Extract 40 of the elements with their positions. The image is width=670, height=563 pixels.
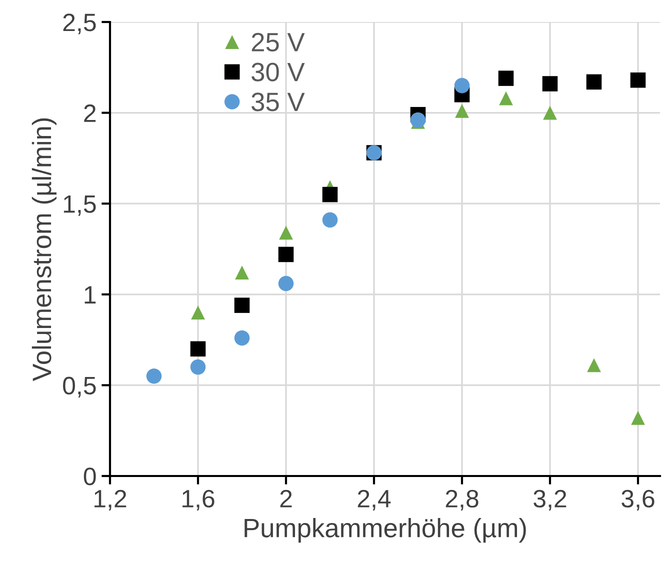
- legend-label: 35 V: [252, 92, 305, 112]
- point: [278, 246, 294, 262]
- point: [190, 359, 206, 375]
- point: [455, 104, 469, 118]
- point: [190, 341, 206, 357]
- point: [235, 266, 249, 280]
- point: [498, 70, 514, 86]
- point: [234, 298, 250, 313]
- y-tick-label: 0: [84, 468, 96, 486]
- point: [454, 78, 470, 94]
- x-tick-label: 2: [280, 490, 292, 508]
- y-tick-label: 0,5: [63, 376, 96, 398]
- x-tick-label: 2,8: [446, 490, 478, 511]
- y-tick-label: 2: [84, 104, 96, 122]
- legend-label: 30 V: [252, 62, 305, 82]
- point: [234, 330, 250, 346]
- x-tick-label: 3,6: [622, 490, 654, 511]
- point: [630, 72, 646, 88]
- point: [146, 368, 162, 384]
- point: [543, 106, 557, 120]
- point: [587, 358, 601, 372]
- x-tick-label: 2,4: [358, 490, 391, 511]
- x-tick-label: 1,6: [182, 490, 214, 511]
- x-axis-title: Pumpkammerhöhe (µm): [244, 518, 526, 543]
- legend-label: 25 V: [252, 32, 305, 52]
- point: [631, 410, 645, 425]
- point: [499, 91, 513, 106]
- point: [278, 276, 294, 292]
- point: [322, 186, 338, 202]
- y-tick-label: 1: [84, 286, 96, 304]
- y-tick-label: 2,5: [63, 14, 96, 34]
- y-axis-title: Volumenstrom (µl/min): [32, 118, 56, 382]
- point: [586, 74, 602, 90]
- point: [279, 226, 293, 240]
- x-tick-label: 3,2: [534, 490, 566, 511]
- x-tick-label: 1,2: [94, 490, 126, 511]
- y-tick-label: 1,5: [64, 195, 96, 216]
- point: [542, 76, 558, 92]
- point: [191, 306, 205, 320]
- point: [322, 212, 338, 228]
